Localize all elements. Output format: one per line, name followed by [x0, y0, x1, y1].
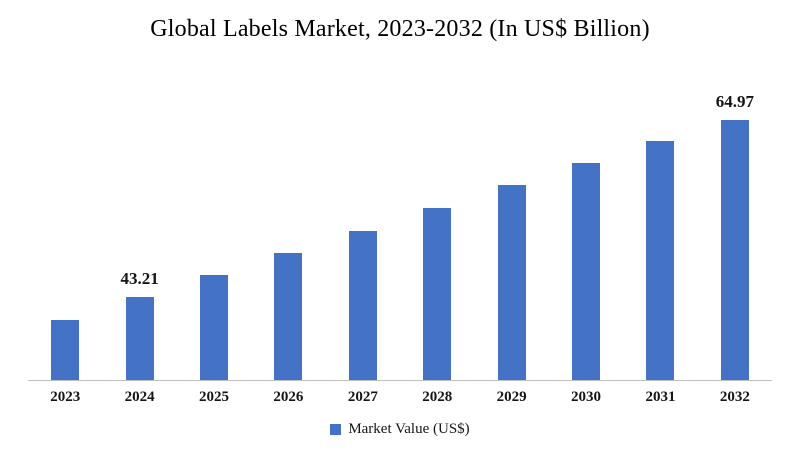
data-label-2032: 64.97 [715, 92, 754, 111]
bar-2031 [646, 141, 675, 380]
bar-slot [28, 112, 102, 380]
bar-slot [251, 112, 325, 380]
bar-slot: 43.21 [102, 112, 176, 380]
x-axis-label-2031: 2031 [645, 389, 676, 405]
x-axis-label-2028: 2028 [422, 389, 453, 405]
bar-slot [400, 112, 474, 380]
bar-2032 [720, 120, 749, 380]
chart-title: Global Labels Market, 2023-2032 (In US$ … [150, 16, 650, 42]
x-axis-label-2023: 2023 [50, 389, 81, 405]
bar-slot [177, 112, 251, 380]
legend: Market Value (US$) [0, 421, 800, 438]
bar-slot [549, 112, 623, 380]
bar-2027 [348, 231, 377, 380]
plot-area: 43.21 64.97 [28, 92, 772, 381]
bar-2025 [200, 275, 229, 380]
bar-slot: 64.97 [698, 92, 772, 380]
bar-slot [623, 112, 697, 380]
bar-2026 [274, 253, 303, 380]
bar-slot [326, 112, 400, 380]
x-axis: 2023 2024 2025 2026 2027 2028 2029 2030 2031 2032 [28, 381, 772, 406]
legend-swatch-icon [330, 424, 342, 435]
x-axis-label-2024: 2024 [124, 389, 155, 405]
bar-2028 [423, 208, 452, 380]
x-axis-label-2032: 2032 [719, 389, 750, 405]
x-axis-label-2030: 2030 [571, 389, 602, 405]
legend-label: Market Value (US$) [348, 421, 470, 437]
bar-2029 [497, 185, 526, 380]
data-label-2024: 43.21 [120, 269, 159, 288]
x-axis-label-2025: 2025 [199, 389, 230, 405]
bar-slot [474, 112, 548, 380]
bar-2023 [51, 320, 80, 380]
x-axis-label-2029: 2029 [496, 389, 527, 405]
x-axis-label-2027: 2027 [347, 389, 378, 405]
bar-2030 [572, 163, 601, 380]
x-axis-label-2026: 2026 [273, 389, 304, 405]
bar-2024 [125, 297, 154, 380]
